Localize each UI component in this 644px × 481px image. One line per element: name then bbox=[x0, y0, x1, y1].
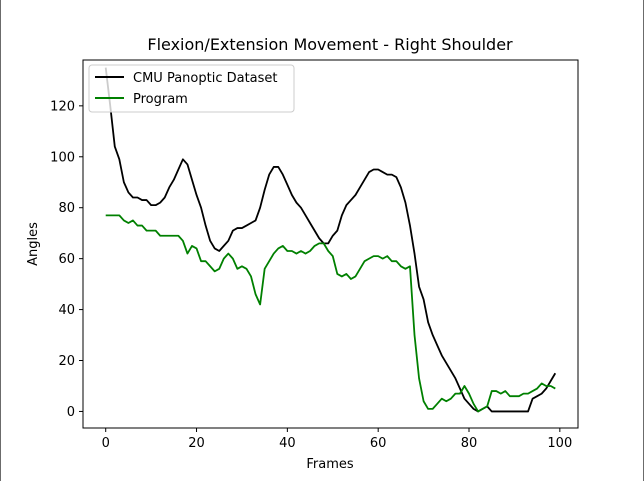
y-tick-label: 40 bbox=[58, 303, 75, 318]
x-axis-ticks: 0 20 40 60 80 100 bbox=[102, 428, 572, 451]
window-frame-left bbox=[0, 0, 1, 481]
series-line-cmu bbox=[104, 67, 557, 413]
x-tick-label: 0 bbox=[102, 436, 110, 451]
y-tick-label: 0 bbox=[67, 405, 75, 420]
x-tick-label: 40 bbox=[279, 436, 296, 451]
y-tick-label: 60 bbox=[58, 252, 75, 267]
x-tick-label: 20 bbox=[188, 436, 205, 451]
legend-label-cmu: CMU Panoptic Dataset bbox=[133, 71, 278, 86]
plot-area-border bbox=[82, 59, 579, 429]
x-tick-label: 80 bbox=[461, 436, 478, 451]
y-axis-ticks: 0 20 40 60 80 100 120 bbox=[50, 99, 83, 420]
legend-box bbox=[88, 64, 295, 113]
y-tick-label: 20 bbox=[58, 354, 75, 369]
legend: CMU Panoptic Dataset Program bbox=[88, 64, 295, 113]
legend-label-program: Program bbox=[133, 92, 188, 107]
series-line-program bbox=[105, 214, 556, 413]
plot-lines bbox=[104, 67, 557, 413]
y-tick-label: 100 bbox=[50, 150, 75, 165]
x-tick-label: 60 bbox=[370, 436, 387, 451]
y-tick-label: 80 bbox=[58, 201, 75, 216]
y-tick-label: 120 bbox=[50, 99, 75, 114]
chart-title: Flexion/Extension Movement - Right Shoul… bbox=[147, 35, 513, 54]
x-tick-label: 100 bbox=[547, 436, 572, 451]
y-axis-label: Angles bbox=[26, 222, 41, 266]
x-axis-label: Frames bbox=[306, 457, 354, 472]
